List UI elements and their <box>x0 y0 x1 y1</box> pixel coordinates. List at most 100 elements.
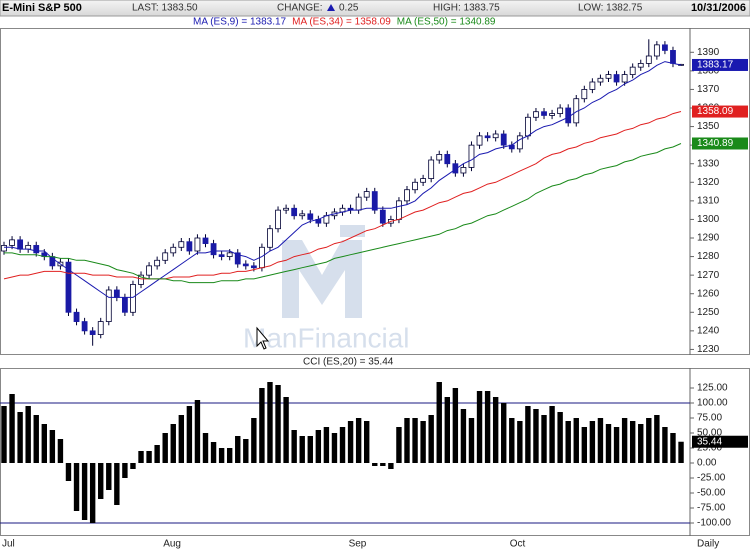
candle-body <box>122 297 128 313</box>
candle-body <box>444 154 451 165</box>
bar <box>106 463 112 490</box>
value-box <box>692 435 748 448</box>
bar <box>372 463 378 466</box>
candle-body <box>65 261 72 313</box>
candle-body <box>516 135 523 150</box>
candle-body <box>549 113 555 116</box>
bar <box>138 451 144 463</box>
candle-body <box>613 74 620 83</box>
bar <box>581 427 588 463</box>
bar <box>162 433 168 463</box>
cci-title: CCI (ES,20) = 35.44 <box>303 357 394 368</box>
ma-line <box>3 111 682 280</box>
candle-body <box>565 107 572 124</box>
y-tick-label: 1280 <box>697 251 720 262</box>
bar <box>146 451 152 463</box>
bar <box>202 433 209 463</box>
x-axis-label: Daily <box>697 539 719 550</box>
bar <box>670 433 676 463</box>
candle-body <box>436 154 443 161</box>
y-tick-label: 1370 <box>697 84 720 95</box>
y-tick-label: 1380 <box>697 65 720 76</box>
candle-body <box>404 189 410 202</box>
x-tick-label: Aug <box>163 539 181 550</box>
y-tick-label: 1390 <box>697 47 720 58</box>
bar <box>41 424 47 463</box>
candle-body <box>17 239 24 250</box>
candle-body <box>275 209 281 230</box>
candle-body <box>597 77 604 83</box>
bar <box>347 421 354 463</box>
watermark: ManFinancial <box>243 322 410 353</box>
candle-body <box>460 167 467 174</box>
bar <box>412 418 418 463</box>
bar <box>291 430 297 463</box>
bar <box>654 415 660 463</box>
legend-entry: MA (ES,9) = 1383.17 <box>193 17 287 28</box>
bar <box>275 385 281 463</box>
bar <box>49 430 56 463</box>
x-tick-label: Sep <box>349 539 367 550</box>
bar <box>404 418 410 463</box>
watermark-logo <box>282 225 365 318</box>
y-tick-label: 1350 <box>697 121 720 132</box>
bar <box>114 463 120 505</box>
bar <box>364 421 370 463</box>
bar <box>170 424 176 463</box>
bar <box>194 400 201 463</box>
candle-body <box>138 274 144 285</box>
change-label: CHANGE: <box>277 3 323 14</box>
candle-body <box>484 135 491 139</box>
bar <box>662 427 668 463</box>
candle-body <box>589 81 596 90</box>
bar <box>65 463 72 481</box>
y-tick-label: -100.00 <box>697 518 731 529</box>
bar <box>388 463 394 469</box>
bar <box>678 441 684 463</box>
legend-entry: MA (ES,34) = 1358.09 <box>292 17 391 28</box>
bar <box>589 421 596 463</box>
y-tick-label: -75.00 <box>697 503 726 514</box>
candle-body <box>581 89 588 100</box>
y-tick-label: 1270 <box>697 270 720 281</box>
bar <box>492 397 499 463</box>
value-box-label: 1383.17 <box>697 60 734 71</box>
candle-body <box>363 191 370 198</box>
ma-line <box>4 143 682 284</box>
y-tick-label: -25.00 <box>697 473 726 484</box>
bar <box>605 424 612 463</box>
low: LOW: 1382.75 <box>578 3 643 14</box>
header-bar <box>0 0 750 17</box>
value-box-label: 1358.09 <box>697 106 734 117</box>
bar <box>154 445 160 463</box>
candle-body <box>653 44 660 57</box>
candle-body <box>541 111 547 116</box>
y-tick-label: 0.00 <box>697 458 717 469</box>
bar <box>613 427 620 463</box>
bar <box>460 409 467 463</box>
bar <box>331 433 338 463</box>
y-tick-label: 1300 <box>697 214 720 225</box>
value-box <box>692 58 748 71</box>
candle-body <box>428 159 435 179</box>
bar <box>468 418 475 463</box>
y-tick-label: -50.00 <box>697 488 726 499</box>
candle-body <box>33 245 40 254</box>
candle-body <box>371 191 378 211</box>
candle-body <box>113 289 120 298</box>
up-arrow <box>327 4 335 11</box>
candle-body <box>307 213 314 220</box>
bar <box>396 427 402 463</box>
value-box-label: 1340.89 <box>697 138 734 149</box>
candle-body <box>629 66 636 75</box>
x-tick-label: Jul <box>2 539 15 550</box>
bar <box>235 436 241 463</box>
y-tick-label: 100.00 <box>697 398 728 409</box>
candle-body <box>73 311 80 322</box>
y-tick-label: 1290 <box>697 233 720 244</box>
bar <box>621 418 628 463</box>
bar <box>517 421 523 463</box>
bar <box>541 415 547 463</box>
bar <box>638 424 644 463</box>
